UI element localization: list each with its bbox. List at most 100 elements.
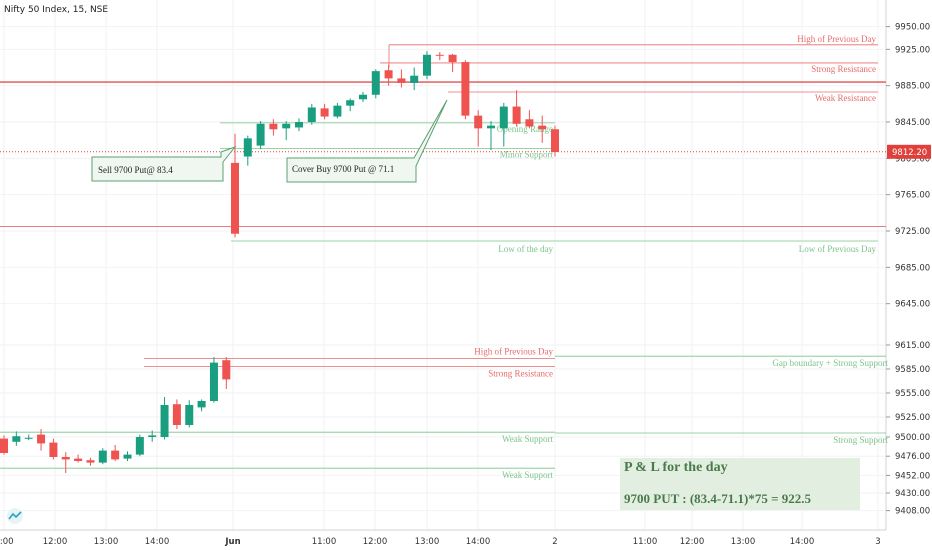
- candle-body: [371, 71, 380, 95]
- time-tick-label: 11:00: [633, 537, 658, 547]
- time-tick-label: 12:00: [43, 537, 68, 547]
- time-tick-label: 1:00: [0, 537, 14, 547]
- level-label: Low of the day: [498, 244, 553, 254]
- last-price-label: 9812.20: [892, 148, 927, 158]
- callout-box: [286, 99, 448, 183]
- candle-body: [222, 360, 231, 380]
- candle-body: [346, 100, 355, 106]
- level-label: Weak Support: [502, 470, 554, 480]
- candle-body: [160, 405, 169, 437]
- level-label: Strong Resistance: [811, 64, 876, 74]
- candle-body: [397, 78, 406, 83]
- price-tick-label: 9452.00: [895, 471, 930, 481]
- candle-body: [384, 70, 393, 79]
- candle-body: [448, 54, 457, 63]
- candle-body: [111, 450, 120, 460]
- callout-text: Cover Buy 9700 Put @ 71.1: [292, 164, 394, 174]
- level-label: Strong Support: [833, 435, 888, 445]
- candle-body: [74, 458, 83, 461]
- time-tick-label: 3: [875, 537, 880, 547]
- candle-body: [256, 123, 265, 146]
- last-price-tag: [887, 144, 931, 159]
- price-tick-label: 9525.00: [895, 413, 930, 423]
- candle-body: [474, 115, 483, 129]
- candle-body: [185, 405, 194, 425]
- candle-body: [359, 94, 367, 100]
- candle-body: [12, 436, 21, 442]
- level-label: Weak Resistance: [815, 93, 876, 103]
- price-tick-label: 9845.00: [895, 118, 930, 128]
- time-tick-label: 14:00: [790, 537, 815, 547]
- candle-body: [435, 54, 444, 56]
- time-tick-label: 2: [552, 537, 557, 547]
- candle-body: [49, 442, 58, 457]
- price-tick-label: 9805.00: [895, 154, 930, 164]
- price-tick-label: 9885.00: [895, 82, 930, 92]
- candle-body: [86, 460, 95, 463]
- time-tick-label: 11:00: [312, 537, 337, 547]
- candle-body: [197, 401, 206, 408]
- time-tick-label: 13:00: [415, 537, 440, 547]
- price-tick-label: 9725.00: [895, 227, 930, 237]
- candle-body: [461, 62, 470, 116]
- candle-body: [307, 107, 316, 122]
- pnl-value: 9700 PUT : (83.4-71.1)*75 = 922.5: [624, 491, 811, 506]
- candle-body: [24, 437, 33, 439]
- candle-body: [243, 138, 252, 157]
- candle-body: [282, 123, 291, 129]
- price-tick-label: 9645.00: [895, 300, 930, 310]
- candle-body: [209, 362, 218, 401]
- level-label: Strong Resistance: [488, 369, 553, 379]
- candle-body: [423, 54, 431, 76]
- price-tick-label: 9476.00: [895, 452, 930, 462]
- price-tick-label: 9925.00: [895, 45, 930, 55]
- level-label: Gap boundary + Strong Support: [772, 358, 888, 368]
- candle-body: [295, 122, 303, 128]
- candle-body: [61, 457, 70, 460]
- candle-body: [410, 75, 419, 83]
- price-tick-label: 9765.00: [895, 191, 930, 201]
- callout-box: [91, 145, 237, 182]
- level-label: Minor Support: [500, 149, 554, 159]
- candle-body: [37, 434, 46, 444]
- price-tick-label: 9408.00: [895, 507, 930, 517]
- tradingview-logo-icon[interactable]: [6, 508, 24, 524]
- candle-body: [231, 162, 239, 234]
- candle-body: [333, 105, 342, 117]
- candle-body: [98, 450, 107, 463]
- pnl-box: P & L for the day 9700 PUT : (83.4-71.1)…: [620, 458, 860, 510]
- candle-body: [525, 119, 534, 127]
- candle-body: [320, 108, 329, 117]
- price-tick-label: 9430.00: [895, 489, 930, 499]
- time-tick-label: 13:00: [94, 537, 119, 547]
- time-tick-label: 13:00: [731, 537, 756, 547]
- candle-body: [0, 438, 8, 453]
- candle-body: [135, 437, 144, 455]
- level-label: Weak Support: [502, 434, 554, 444]
- candle-body: [148, 435, 157, 437]
- time-tick-label: 12:00: [680, 537, 705, 547]
- time-tick-label: 14:00: [466, 537, 491, 547]
- candle-body: [269, 123, 278, 130]
- price-tick-label: 9685.00: [895, 263, 930, 273]
- price-tick-label: 9500.00: [895, 433, 930, 443]
- time-tick-label: Jun: [224, 537, 240, 547]
- price-tick-label: 9555.00: [895, 389, 930, 399]
- candle-body: [123, 454, 132, 459]
- level-label: High of Previous Day: [797, 34, 876, 44]
- time-tick-label: 12:00: [363, 537, 388, 547]
- time-tick-label: 14:00: [145, 537, 170, 547]
- candle-body: [512, 106, 521, 124]
- level-label: High of Previous Day: [474, 347, 553, 357]
- callout-text: Sell 9700 Put@ 83.4: [98, 165, 173, 175]
- level-label: Opening Range: [497, 124, 553, 134]
- symbol-title: Nifty 50 Index, 15, NSE: [4, 5, 109, 15]
- candle-body: [487, 125, 495, 129]
- candle-body: [172, 404, 181, 425]
- price-tick-label: 9615.00: [895, 341, 930, 351]
- candle-body: [551, 129, 559, 152]
- candle-body: [538, 125, 547, 130]
- level-label: Low of Previous Day: [799, 244, 877, 254]
- price-tick-label: 9950.00: [895, 23, 930, 33]
